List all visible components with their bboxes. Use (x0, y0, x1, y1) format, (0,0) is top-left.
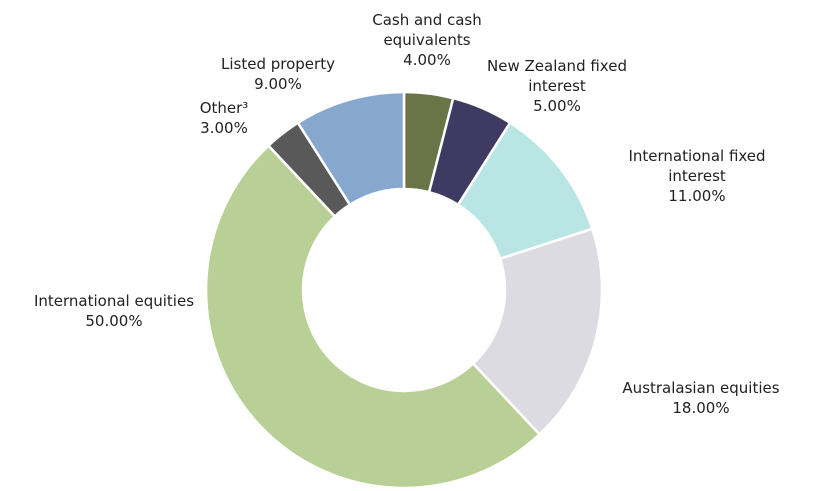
category-name: International fixed interest (628, 147, 766, 185)
value-label: 9.00% (254, 75, 302, 93)
slice-label: International fixed interest 11.00% (605, 146, 790, 206)
slice-label: Other³ 3.00% (174, 98, 274, 138)
donut-slice (204, 143, 542, 490)
category-name: Other³ (199, 99, 249, 117)
slice-label: Australasian equities 18.00% (581, 378, 821, 418)
category-name: Listed property (221, 55, 335, 73)
donut-slice (471, 227, 604, 437)
slice-label: Cash and cash equivalents 4.00% (352, 10, 502, 70)
donut-slice (296, 90, 406, 207)
category-name: Cash and cash equivalents (372, 11, 482, 49)
slice-label: Listed property 9.00% (188, 54, 368, 94)
value-label: 5.00% (533, 97, 581, 115)
value-label: 4.00% (403, 51, 451, 69)
value-label: 50.00% (85, 312, 143, 330)
value-label: 18.00% (672, 399, 730, 417)
category-name: Australasian equities (622, 379, 780, 397)
value-label: 3.00% (200, 119, 248, 137)
category-name: International equities (33, 292, 195, 310)
slice-label: New Zealand fixed interest 5.00% (470, 56, 645, 116)
value-label: 11.00% (668, 187, 726, 205)
slice-label: International equities 50.00% (0, 291, 234, 331)
category-name: New Zealand fixed interest (487, 57, 627, 95)
